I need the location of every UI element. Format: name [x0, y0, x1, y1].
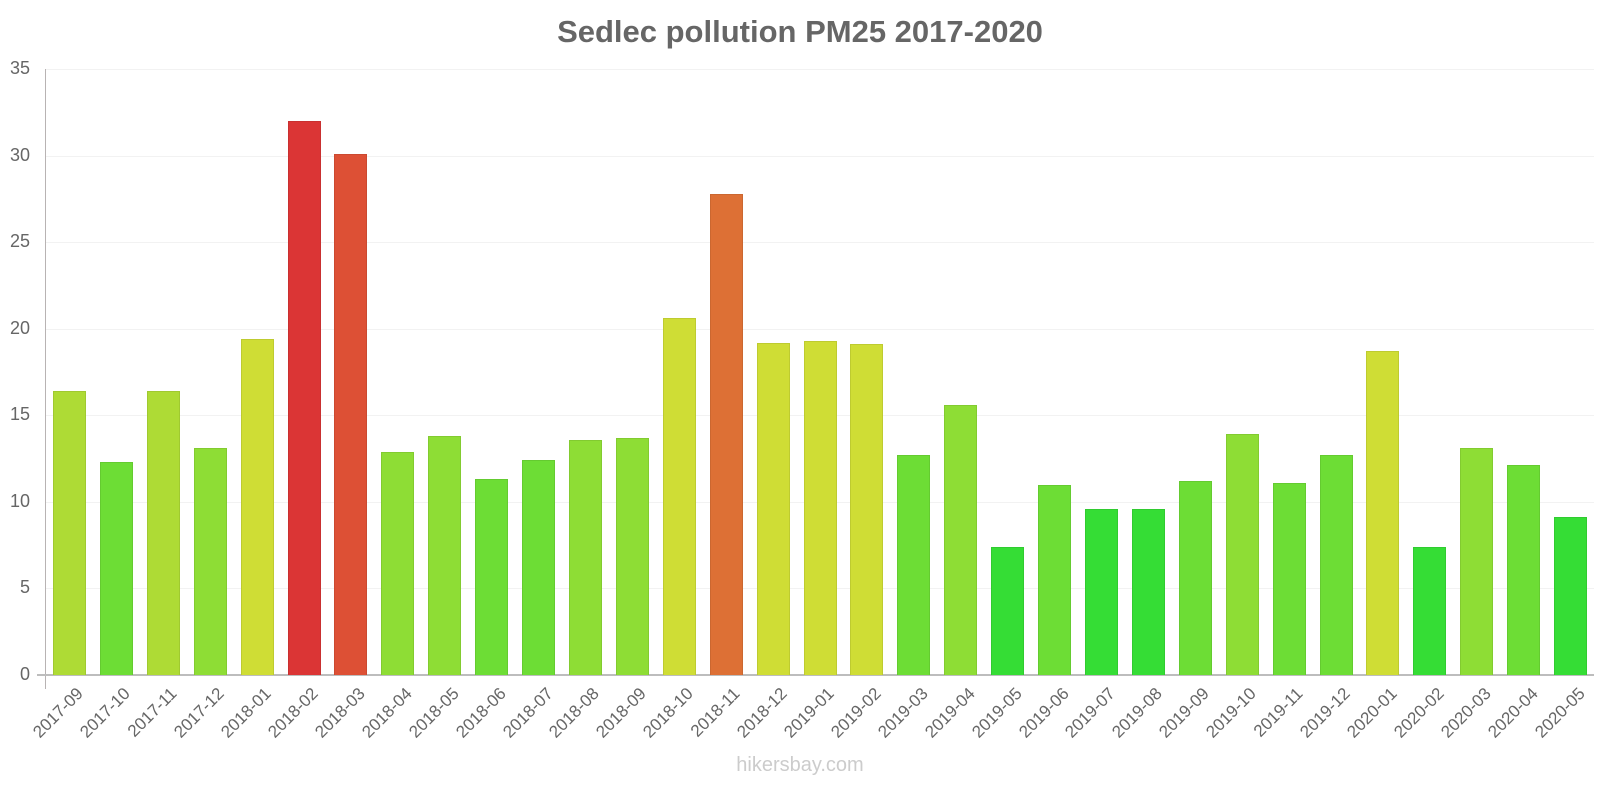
- bar-2018-04[interactable]: [381, 452, 414, 675]
- bar-2019-09[interactable]: [1179, 481, 1212, 675]
- gridline: [46, 69, 1594, 70]
- bar-2018-09[interactable]: [616, 438, 649, 675]
- x-tick-label: 2020-01: [1343, 684, 1401, 742]
- x-tick-label: 2017-11: [123, 684, 181, 741]
- y-axis-line: [45, 69, 46, 689]
- x-tick-label: 2019-06: [1015, 684, 1073, 742]
- bar-2018-12[interactable]: [757, 343, 790, 675]
- bar-2019-10[interactable]: [1226, 434, 1259, 675]
- x-tick-label: 2018-03: [311, 684, 369, 742]
- bar-2018-02[interactable]: [288, 121, 321, 675]
- bar-2019-06[interactable]: [1038, 485, 1071, 675]
- bar-2019-02[interactable]: [850, 344, 883, 675]
- x-tick-label: 2019-02: [827, 684, 885, 742]
- bar-2019-04[interactable]: [944, 405, 977, 675]
- x-tick-label: 2018-08: [545, 684, 603, 742]
- bar-2019-03[interactable]: [897, 455, 930, 675]
- bar-2019-01[interactable]: [804, 341, 837, 675]
- bar-2017-11[interactable]: [147, 391, 180, 675]
- bar-2020-01[interactable]: [1366, 351, 1399, 675]
- bar-2019-08[interactable]: [1132, 509, 1165, 675]
- y-tick-label: 5: [19, 577, 30, 597]
- x-axis-line: [37, 674, 1594, 676]
- bar-2019-12[interactable]: [1320, 455, 1353, 675]
- bar-2019-11[interactable]: [1273, 483, 1306, 675]
- y-tick-label: 25: [9, 231, 30, 251]
- gridline: [46, 242, 1594, 243]
- x-tick-label: 2019-01: [780, 684, 838, 742]
- x-tick-label: 2018-11: [686, 684, 744, 741]
- bar-2018-08[interactable]: [569, 440, 602, 675]
- bar-2018-10[interactable]: [663, 318, 696, 675]
- x-tick-label: 2020-04: [1484, 684, 1542, 742]
- bar-2018-07[interactable]: [522, 460, 555, 675]
- x-tick-label: 2019-08: [1108, 684, 1166, 742]
- y-tick-label: 10: [9, 491, 30, 511]
- bar-2018-05[interactable]: [428, 436, 461, 675]
- x-tick-label: 2019-04: [921, 684, 979, 742]
- x-tick-label: 2019-07: [1061, 684, 1119, 742]
- x-tick-label: 2019-09: [1155, 684, 1213, 742]
- bar-2017-09[interactable]: [53, 391, 86, 675]
- x-tick-label: 2018-04: [358, 684, 416, 742]
- x-tick-label: 2019-03: [874, 684, 932, 742]
- watermark: hikersbay.com: [736, 754, 864, 776]
- chart-title: Sedlec pollution PM25 2017-2020: [557, 14, 1043, 49]
- x-tick-label: 2018-05: [405, 684, 463, 742]
- bar-2019-05[interactable]: [991, 547, 1024, 675]
- bar-2020-04[interactable]: [1507, 465, 1540, 675]
- x-tick-label: 2017-12: [170, 684, 228, 742]
- bar-2020-03[interactable]: [1460, 448, 1493, 675]
- x-tick-label: 2018-01: [217, 684, 275, 742]
- gridline: [46, 329, 1594, 330]
- x-tick-label: 2019-11: [1249, 684, 1307, 741]
- bar-2018-03[interactable]: [334, 154, 367, 675]
- bar-2018-06[interactable]: [475, 479, 508, 675]
- y-tick-label: 30: [9, 145, 30, 165]
- y-tick-label: 0: [19, 664, 30, 684]
- bar-2019-07[interactable]: [1085, 509, 1118, 675]
- x-tick-label: 2019-10: [1202, 684, 1260, 742]
- x-tick-label: 2018-10: [639, 684, 697, 742]
- x-tick-label: 2020-02: [1390, 684, 1448, 742]
- x-tick-label: 2020-03: [1437, 684, 1495, 742]
- bar-2018-11[interactable]: [710, 194, 743, 675]
- y-tick-label: 15: [9, 404, 30, 424]
- x-tick-label: 2018-12: [733, 684, 791, 742]
- bar-2017-10[interactable]: [100, 462, 133, 675]
- x-tick-label: 2018-07: [499, 684, 557, 742]
- x-tick-label: 2017-09: [29, 684, 87, 742]
- bar-2020-05[interactable]: [1554, 517, 1587, 675]
- bar-2018-01[interactable]: [241, 339, 274, 675]
- y-tick-label: 35: [9, 58, 30, 78]
- x-tick-label: 2019-12: [1296, 684, 1354, 742]
- x-tick-label: 2018-02: [264, 684, 322, 742]
- x-tick-label: 2017-10: [76, 684, 134, 742]
- x-tick-label: 2018-06: [452, 684, 510, 742]
- bar-2020-02[interactable]: [1413, 547, 1446, 675]
- y-tick-label: 20: [9, 318, 30, 338]
- gridline: [46, 156, 1594, 157]
- x-tick-label: 2020-05: [1531, 684, 1589, 742]
- bar-2017-12[interactable]: [194, 448, 227, 675]
- x-tick-label: 2019-05: [968, 684, 1026, 742]
- x-tick-label: 2018-09: [592, 684, 650, 742]
